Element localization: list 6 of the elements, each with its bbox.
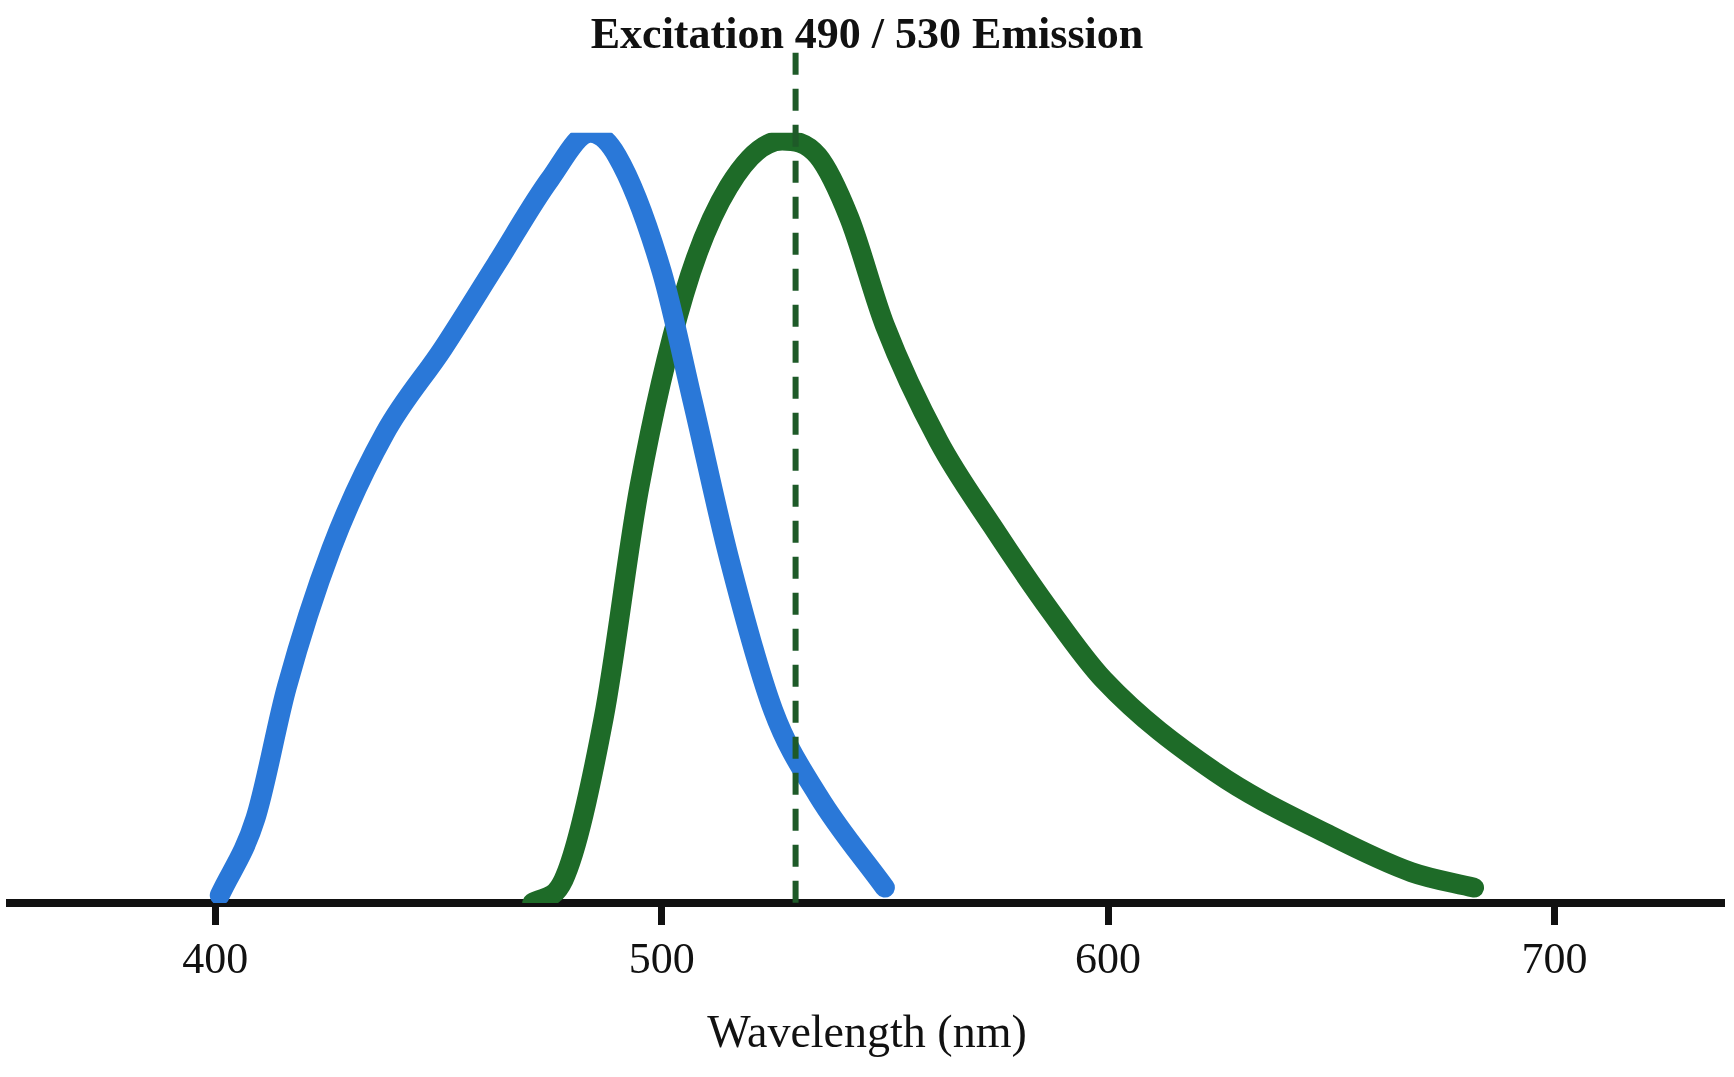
x-tick-label: 400 [182,933,249,983]
x-axis-title: Wavelength (nm) [707,1006,1027,1058]
chart-title: Excitation 490 / 530 Emission [590,8,1144,58]
x-tick-label: 500 [628,933,695,983]
x-tick-label: 600 [1075,933,1142,983]
x-tick-label: 700 [1521,933,1588,983]
